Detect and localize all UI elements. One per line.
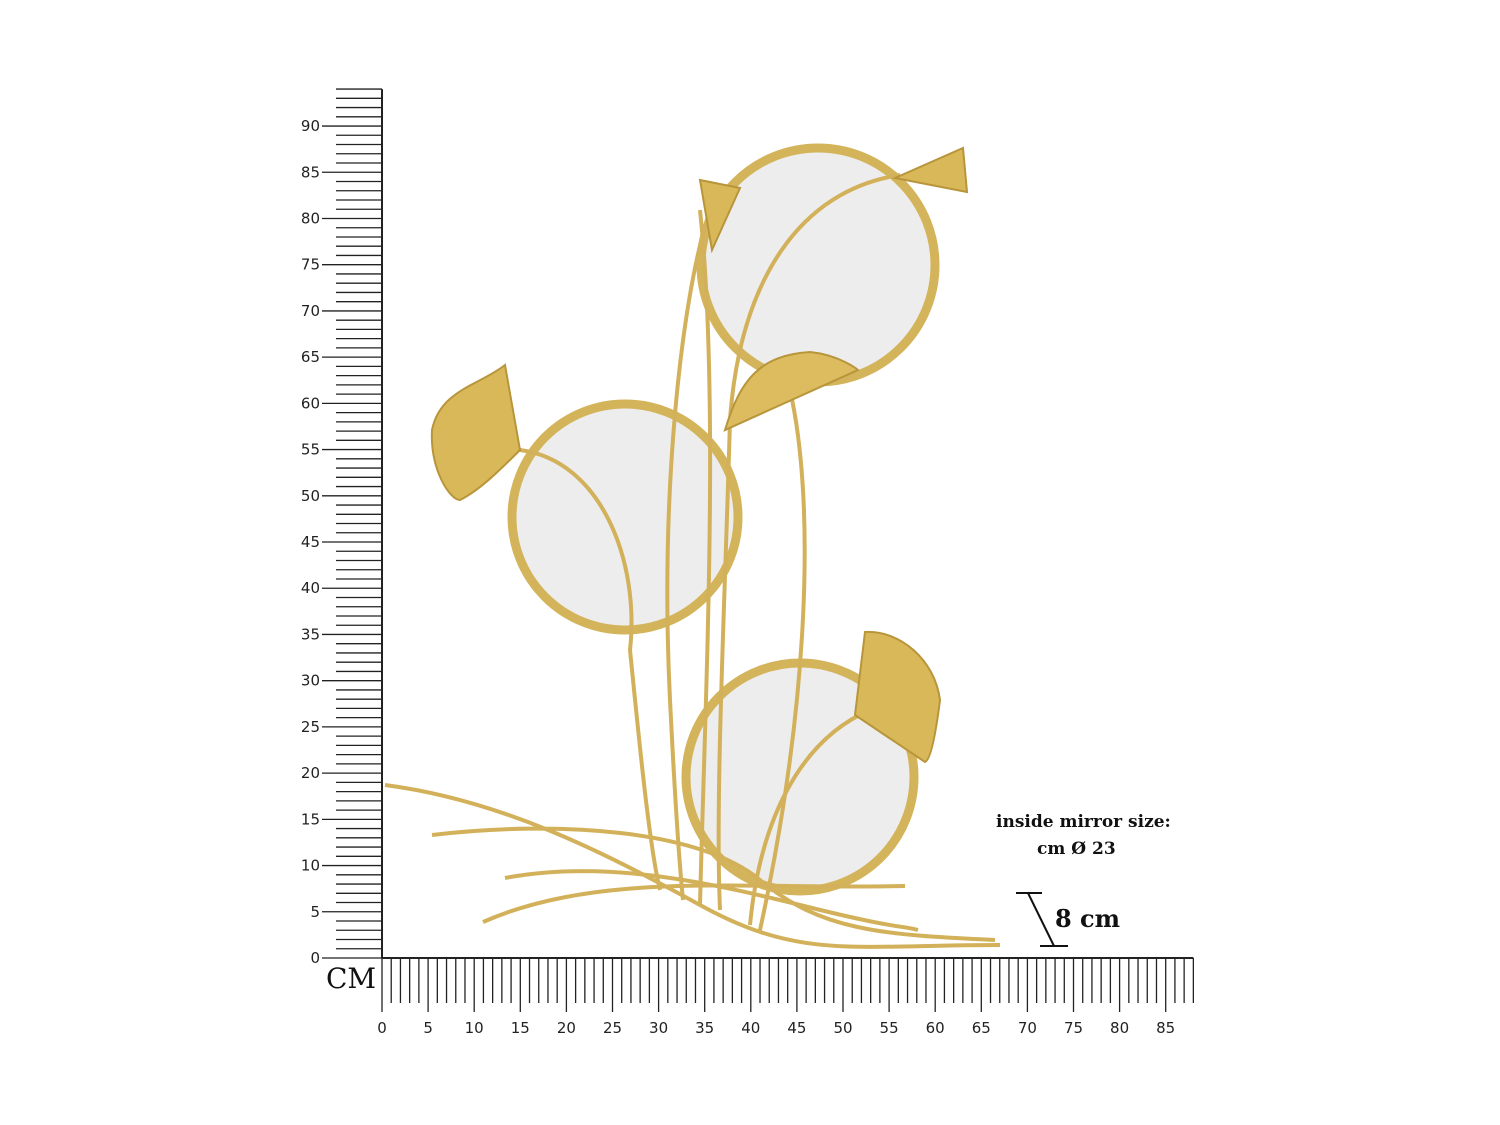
horizontal-ruler-label: 45 — [787, 1019, 806, 1037]
vertical-ruler-label: 90 — [301, 117, 320, 135]
horizontal-ruler-label: 5 — [423, 1019, 433, 1037]
leaf-left — [430, 363, 522, 502]
wall-mirror-product — [384, 143, 1001, 949]
horizontal-ruler-label: 20 — [557, 1019, 576, 1037]
vertical-ruler-label: 50 — [301, 487, 320, 505]
horizontal-ruler-label: 25 — [603, 1019, 622, 1037]
vertical-ruler-label: 65 — [301, 348, 320, 366]
horizontal-ruler-label: 60 — [926, 1019, 945, 1037]
mirror-top — [696, 143, 940, 387]
pod-top-right — [891, 146, 969, 194]
horizontal-ruler-label: 15 — [511, 1019, 530, 1037]
horizontal-ruler-label: 10 — [465, 1019, 484, 1037]
vertical-ruler-label: 45 — [301, 533, 320, 551]
vertical-ruler-label: 25 — [301, 718, 320, 736]
horizontal-ruler: 0 5 10 15 20 25 30 35 40 45 50 55 60 65 70 75 80 85 — [377, 957, 1195, 1037]
horizontal-ruler-label: 50 — [833, 1019, 852, 1037]
vertical-ruler: 0 5 10 15 20 25 30 35 40 45 50 55 60 65 70 75 80 85 90 — [301, 88, 383, 967]
horizontal-ruler-label: 0 — [377, 1019, 387, 1037]
mirror-middle — [507, 399, 743, 635]
vertical-ruler-label: 40 — [301, 579, 320, 597]
vertical-ruler-label: 80 — [301, 209, 320, 227]
vertical-ruler-label: 55 — [301, 441, 320, 459]
pod-top-left — [698, 178, 742, 254]
vertical-ruler-label: 20 — [301, 764, 320, 782]
stems — [384, 173, 1001, 949]
horizontal-ruler-label: 80 — [1110, 1019, 1129, 1037]
depth-label: 8 cm — [1055, 904, 1121, 933]
horizontal-ruler-label: 75 — [1064, 1019, 1083, 1037]
horizontal-ruler-label: 70 — [1018, 1019, 1037, 1037]
vertical-ruler-label: 85 — [301, 163, 320, 181]
vertical-ruler-label: 70 — [301, 302, 320, 320]
leaf-bottom-right — [853, 630, 942, 764]
unit-label: CM — [326, 962, 377, 995]
horizontal-ruler-label: 65 — [972, 1019, 991, 1037]
vertical-ruler-label: 60 — [301, 394, 320, 412]
vertical-ruler-label: 30 — [301, 672, 320, 690]
leaf-center — [723, 350, 860, 432]
horizontal-ruler-label: 30 — [649, 1019, 668, 1037]
vertical-ruler-label: 5 — [310, 903, 320, 921]
vertical-ruler-label: 10 — [301, 857, 320, 875]
mirror-size-value: cm Ø 23 — [1037, 839, 1116, 859]
horizontal-ruler-label: 35 — [695, 1019, 714, 1037]
vertical-ruler-label: 35 — [301, 625, 320, 643]
vertical-ruler-label: 0 — [310, 949, 320, 967]
vertical-ruler-label: 15 — [301, 810, 320, 828]
horizontal-ruler-label: 55 — [880, 1019, 899, 1037]
mirror-size-label: inside mirror size: — [996, 812, 1171, 832]
vertical-ruler-label: 75 — [301, 256, 320, 274]
depth-marker — [1016, 892, 1068, 947]
horizontal-ruler-label: 40 — [741, 1019, 760, 1037]
horizontal-ruler-label: 85 — [1156, 1019, 1175, 1037]
